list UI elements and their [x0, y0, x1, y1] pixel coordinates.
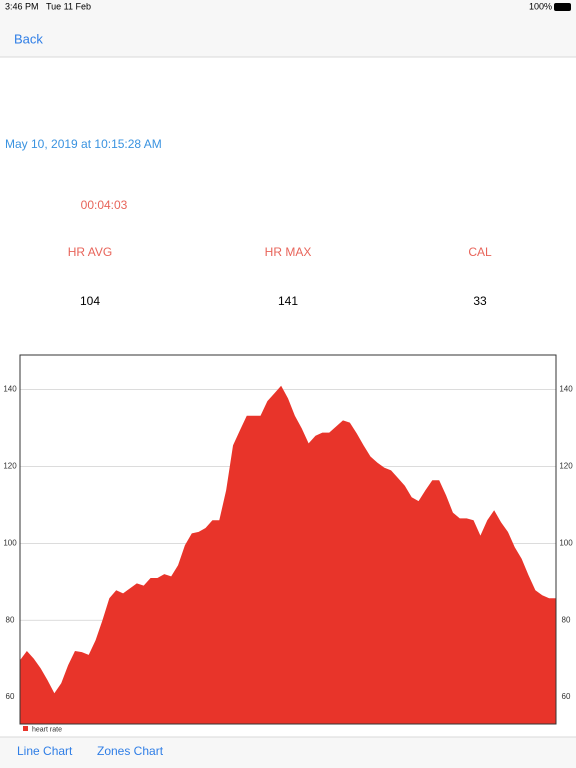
y-tick-label: 120 — [3, 462, 17, 471]
nav-bar — [0, 0, 576, 57]
tab[interactable]: Line Chart — [17, 744, 73, 758]
status-battery: 100% — [529, 1, 552, 11]
chart-frame — [19, 354, 557, 725]
stat-label: HR MAX — [265, 245, 312, 259]
tab-bar — [0, 737, 576, 768]
stat-value: 33 — [473, 294, 487, 308]
duration: 00:04:03 — [81, 198, 128, 212]
y-tick-label: 60 — [6, 692, 15, 701]
status-time: 3:46 PM — [5, 1, 39, 11]
status-date: Tue 11 Feb — [46, 1, 91, 11]
heart-rate-area — [20, 385, 556, 724]
y-tick-label: 140 — [3, 385, 17, 394]
workout-date: May 10, 2019 at 10:15:28 AM — [5, 137, 162, 151]
y2-tick-label: 80 — [562, 615, 571, 624]
battery-icon — [554, 3, 571, 11]
y2-tick-label: 120 — [559, 462, 573, 471]
y2-tick-label: 60 — [562, 692, 571, 701]
back-button[interactable]: Back — [14, 31, 43, 46]
legend-swatch — [23, 726, 28, 731]
stat-value: 104 — [80, 294, 100, 308]
stat-value: 141 — [278, 294, 298, 308]
stat-label: CAL — [468, 245, 492, 259]
stat-label: HR AVG — [68, 245, 112, 259]
y2-tick-label: 100 — [559, 538, 573, 547]
y-tick-label: 100 — [3, 538, 17, 547]
legend-label: heart rate — [32, 726, 62, 733]
y2-tick-label: 140 — [559, 385, 573, 394]
tab[interactable]: Zones Chart — [97, 744, 164, 758]
chart: 60 80 100 120 140 60 80 100 120 140 heart rate — [3, 354, 573, 733]
y-tick-label: 80 — [6, 615, 15, 624]
